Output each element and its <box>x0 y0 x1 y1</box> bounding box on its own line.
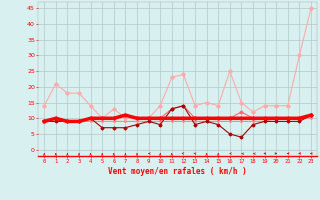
X-axis label: Vent moyen/en rafales ( km/h ): Vent moyen/en rafales ( km/h ) <box>108 167 247 176</box>
